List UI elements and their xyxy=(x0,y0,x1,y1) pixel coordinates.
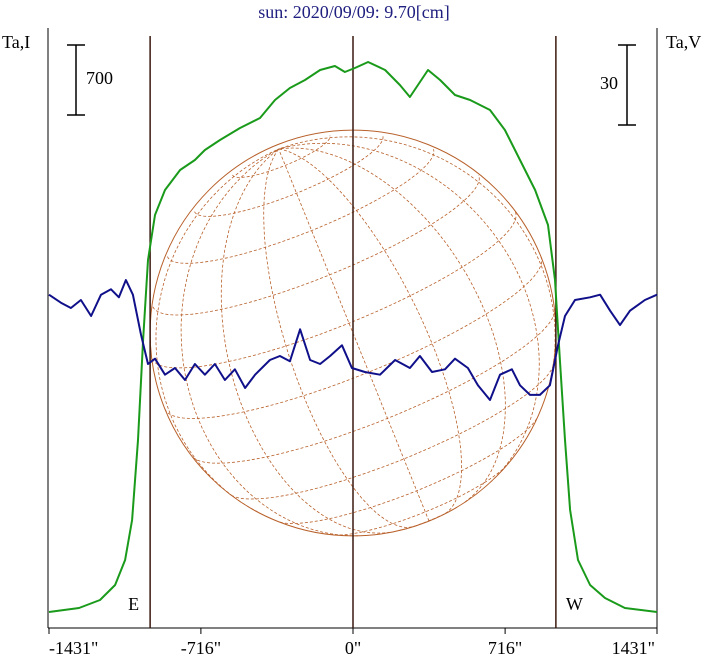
scale-bar-label: 700 xyxy=(86,68,113,88)
parallel xyxy=(164,256,543,419)
x-tick-label: 0" xyxy=(345,638,361,658)
x-tick-label: 1431" xyxy=(612,638,655,658)
x-tick-label: 716" xyxy=(488,638,522,658)
parallel xyxy=(194,135,384,217)
solar-disk xyxy=(149,129,557,537)
parallel xyxy=(399,507,457,531)
chart-title: sun: 2020/09/09: 9.70[cm] xyxy=(258,2,450,22)
y2-axis-label: Ta,V xyxy=(666,32,701,52)
series-line xyxy=(48,279,658,401)
limb-label: W xyxy=(566,594,583,614)
series-line xyxy=(48,61,658,613)
x-tick-label: -1431" xyxy=(49,638,98,658)
x-tick-label: -716" xyxy=(181,638,221,658)
meridian xyxy=(278,148,462,514)
parallel xyxy=(279,418,538,524)
meridian xyxy=(278,142,540,483)
meridian xyxy=(263,148,413,528)
parallel xyxy=(192,311,555,464)
parallel xyxy=(167,149,435,264)
limb-label: E xyxy=(128,594,139,614)
parallel xyxy=(151,211,517,369)
parallel xyxy=(232,135,331,178)
meridian xyxy=(278,148,430,522)
meridian xyxy=(155,148,279,513)
scale-bar-label: 30 xyxy=(600,73,618,93)
parallel xyxy=(231,365,554,500)
meridian xyxy=(278,136,556,397)
parallel xyxy=(152,175,480,316)
y-axis-label: Ta,I xyxy=(2,32,30,52)
